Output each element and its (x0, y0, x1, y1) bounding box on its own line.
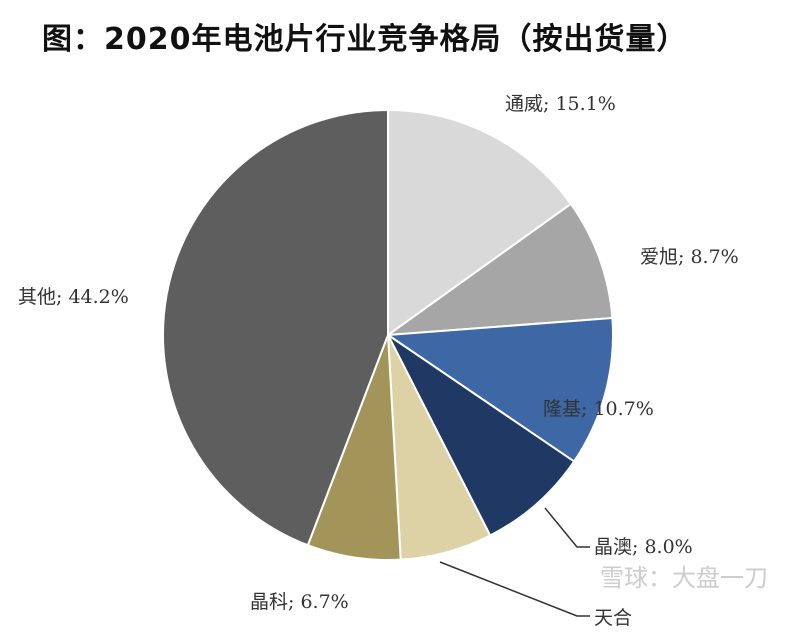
leader-line-1 (439, 561, 590, 617)
pie-slice-6 (162, 108, 389, 547)
slice-label-3: 晶澳; 8.0% (594, 536, 693, 558)
pie-slice-1 (384, 202, 614, 337)
watermark: 雪球：大盘一刀 (600, 564, 768, 592)
pie-slice-3 (387, 334, 576, 537)
slice-label-5: 晶科; 6.7% (250, 591, 349, 613)
chart-title: 图：2020年电池片行业竞争格局（按出货量） (42, 22, 688, 57)
slice-label-0: 通威; 15.1% (505, 93, 616, 115)
slice-label-4: 天合 (594, 607, 632, 629)
leader-line-0 (544, 507, 590, 548)
pie-slice-0 (387, 108, 573, 337)
slice-label-6: 其他; 44.2% (18, 286, 129, 308)
slice-label-1: 爱旭; 8.7% (640, 246, 739, 268)
pie-slice-2 (385, 316, 614, 463)
slice-label-2: 隆基; 10.7% (543, 398, 654, 420)
